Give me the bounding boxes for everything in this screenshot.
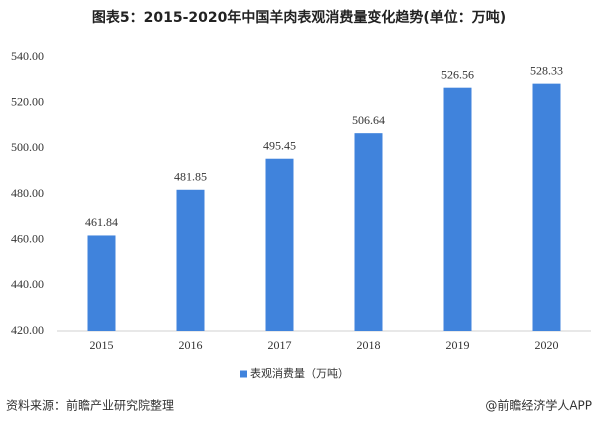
- y-tick-label: 520.00: [11, 94, 44, 108]
- x-tick-label: 2015: [90, 338, 114, 352]
- x-tick-label: 2020: [535, 338, 559, 352]
- data-label: 495.45: [263, 138, 296, 152]
- bar: [265, 158, 294, 331]
- bar: [443, 87, 472, 331]
- y-tick-label: 480.00: [11, 186, 44, 200]
- legend-label: 表观消费量（万吨）: [250, 366, 349, 380]
- bar: [87, 235, 116, 331]
- y-tick-label: 460.00: [11, 231, 44, 245]
- chart-title: 图表5：2015-2020年中国羊肉表观消费量变化趋势(单位：万吨): [92, 9, 506, 26]
- x-tick-label: 2019: [446, 338, 470, 352]
- bar: [176, 189, 205, 331]
- x-tick-label: 2016: [179, 338, 203, 352]
- x-tick-label: 2017: [268, 338, 292, 352]
- source: 资料来源：前瞻产业研究院整理: [6, 398, 174, 413]
- bar: [354, 133, 383, 331]
- credit: @前瞻经济学人APP: [485, 398, 592, 413]
- data-label: 528.33: [530, 63, 563, 77]
- data-label: 461.84: [85, 215, 118, 229]
- x-tick-label: 2018: [357, 338, 381, 352]
- bar: [532, 83, 561, 331]
- y-tick-label: 500.00: [11, 140, 44, 154]
- y-tick-label: 540.00: [11, 49, 44, 63]
- y-tick-label: 420.00: [11, 323, 44, 337]
- data-label: 526.56: [441, 67, 474, 81]
- legend-swatch: [240, 370, 247, 378]
- data-label: 481.85: [174, 170, 207, 184]
- y-tick-label: 440.00: [11, 277, 44, 291]
- data-label: 506.64: [352, 113, 385, 127]
